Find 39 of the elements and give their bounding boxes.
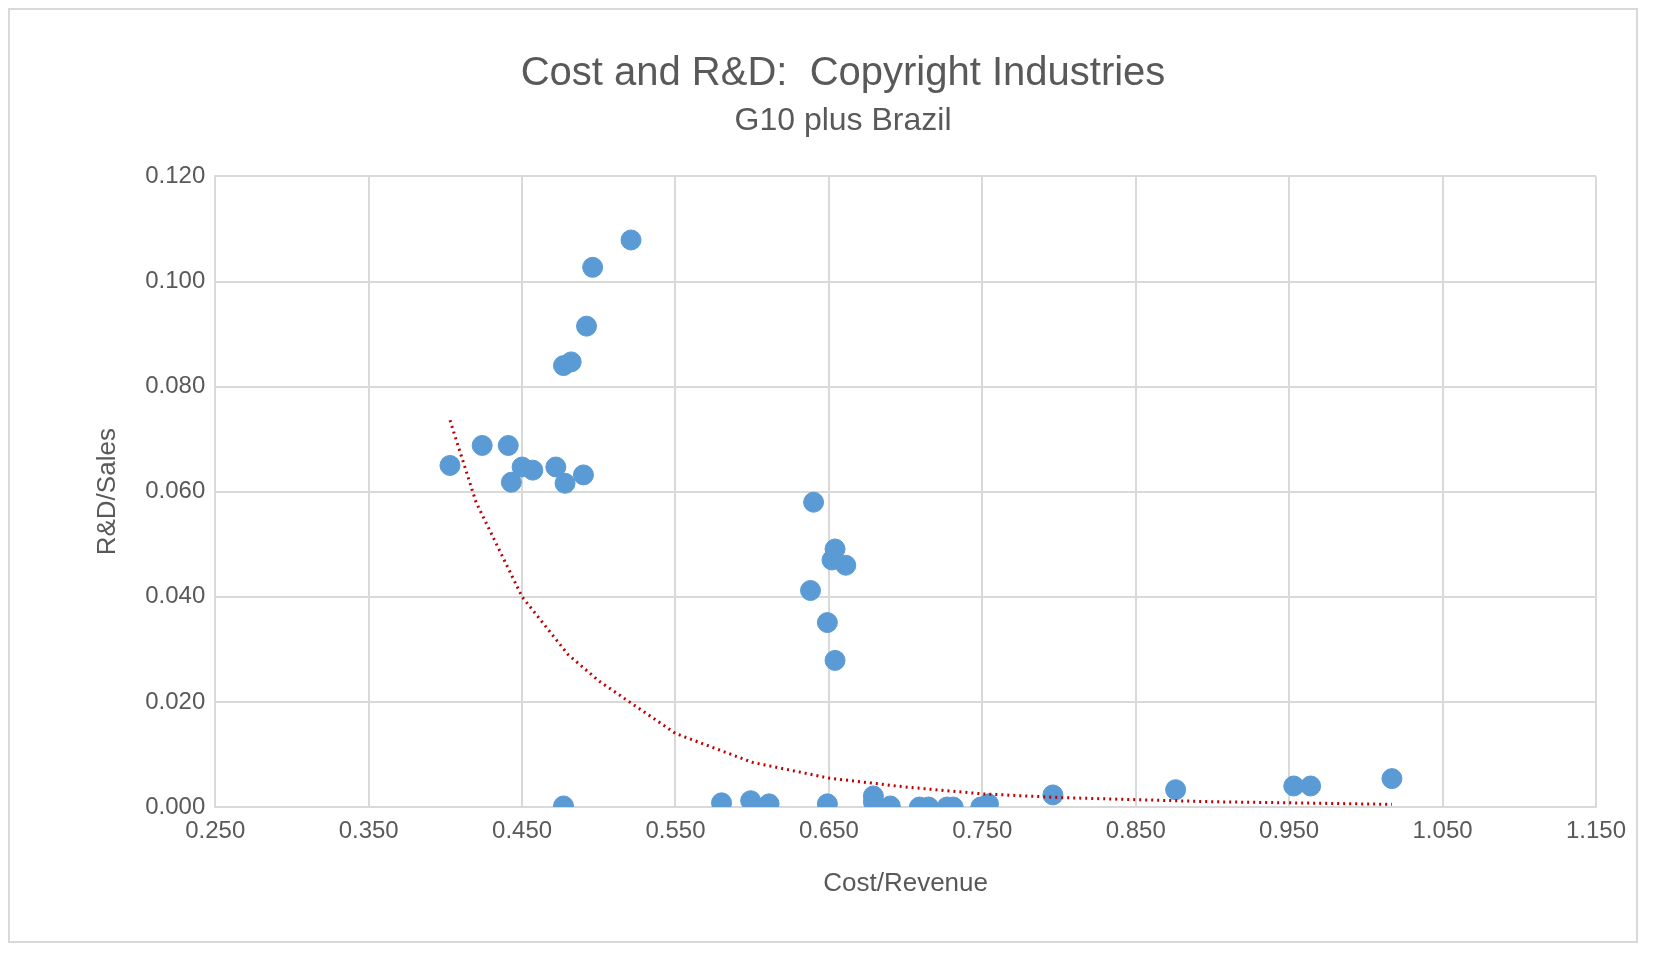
x-tick-label: 1.050 bbox=[1412, 816, 1473, 844]
x-tick-label: 1.150 bbox=[1565, 816, 1626, 844]
point bbox=[835, 554, 857, 576]
point bbox=[500, 471, 522, 493]
point bbox=[545, 456, 567, 478]
x-tick-label: 0.750 bbox=[952, 816, 1013, 844]
point bbox=[824, 649, 846, 671]
point bbox=[620, 229, 642, 251]
x-tick-label: 0.450 bbox=[492, 816, 553, 844]
point bbox=[816, 612, 838, 634]
x-tick-label: 0.950 bbox=[1259, 816, 1320, 844]
y-tick-label: 0.100 bbox=[145, 266, 206, 294]
y-tick-label: 0.020 bbox=[145, 686, 206, 714]
y-tick-label: 0.040 bbox=[145, 581, 206, 609]
point bbox=[522, 459, 544, 481]
x-tick-label: 0.350 bbox=[338, 816, 399, 844]
chart-title: Cost and R&D: Copyright Industries bbox=[520, 49, 1166, 94]
point bbox=[471, 434, 493, 456]
y-tick-label: 0.120 bbox=[145, 161, 206, 189]
y-tick-label: 0.060 bbox=[145, 476, 206, 504]
point bbox=[576, 315, 598, 337]
x-tick-label: 0.650 bbox=[798, 816, 859, 844]
y-axis-title: R&D/Sales bbox=[90, 428, 121, 556]
point bbox=[497, 434, 519, 456]
line-series bbox=[448, 418, 1394, 806]
point bbox=[800, 579, 821, 601]
point bbox=[572, 464, 594, 486]
point bbox=[803, 491, 825, 513]
y-tick-label: 0.000 bbox=[145, 791, 206, 819]
x-tick-label: 0.550 bbox=[645, 816, 706, 844]
y-tick-label: 0.080 bbox=[145, 371, 206, 399]
chart-subtitle: G10 plus Brazil bbox=[734, 101, 952, 138]
x-tick-label: 0.250 bbox=[185, 816, 246, 844]
point bbox=[554, 472, 576, 494]
x-tick-label: 0.850 bbox=[1105, 816, 1166, 844]
x-axis-title: Cost/Revenue bbox=[823, 866, 988, 897]
point bbox=[439, 454, 461, 476]
point bbox=[560, 351, 582, 373]
point bbox=[582, 256, 604, 278]
